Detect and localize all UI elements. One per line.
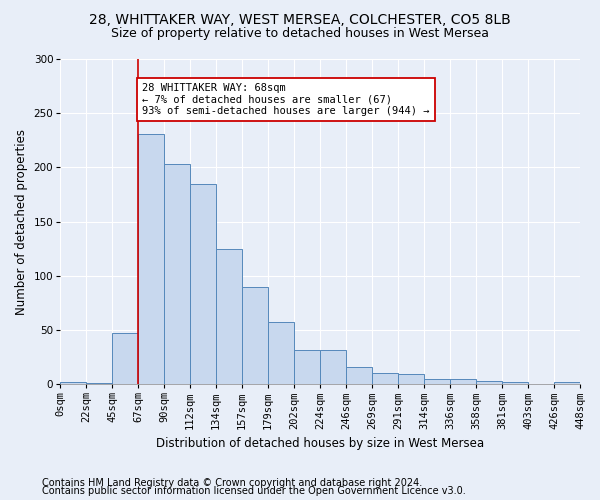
Bar [320, 350, 346, 384]
Text: 28, WHITTAKER WAY, WEST MERSEA, COLCHESTER, CO5 8LB: 28, WHITTAKER WAY, WEST MERSEA, COLCHEST… [89, 12, 511, 26]
Bar [424, 379, 450, 384]
Bar [346, 367, 372, 384]
Bar [372, 374, 398, 384]
Bar [450, 379, 476, 384]
Bar [138, 134, 164, 384]
X-axis label: Distribution of detached houses by size in West Mersea: Distribution of detached houses by size … [156, 437, 484, 450]
Text: Contains HM Land Registry data © Crown copyright and database right 2024.: Contains HM Land Registry data © Crown c… [42, 478, 422, 488]
Bar [86, 383, 112, 384]
Bar [190, 184, 216, 384]
Bar [242, 286, 268, 384]
Bar [294, 350, 320, 384]
Bar [398, 374, 424, 384]
Text: Size of property relative to detached houses in West Mersea: Size of property relative to detached ho… [111, 28, 489, 40]
Bar [554, 382, 580, 384]
Text: 28 WHITTAKER WAY: 68sqm
← 7% of detached houses are smaller (67)
93% of semi-det: 28 WHITTAKER WAY: 68sqm ← 7% of detached… [142, 83, 430, 116]
Bar [60, 382, 86, 384]
Bar [216, 248, 242, 384]
Bar [476, 381, 502, 384]
Text: Contains public sector information licensed under the Open Government Licence v3: Contains public sector information licen… [42, 486, 466, 496]
Bar [112, 334, 138, 384]
Bar [502, 382, 528, 384]
Y-axis label: Number of detached properties: Number of detached properties [15, 128, 28, 314]
Bar [268, 322, 294, 384]
Bar [164, 164, 190, 384]
